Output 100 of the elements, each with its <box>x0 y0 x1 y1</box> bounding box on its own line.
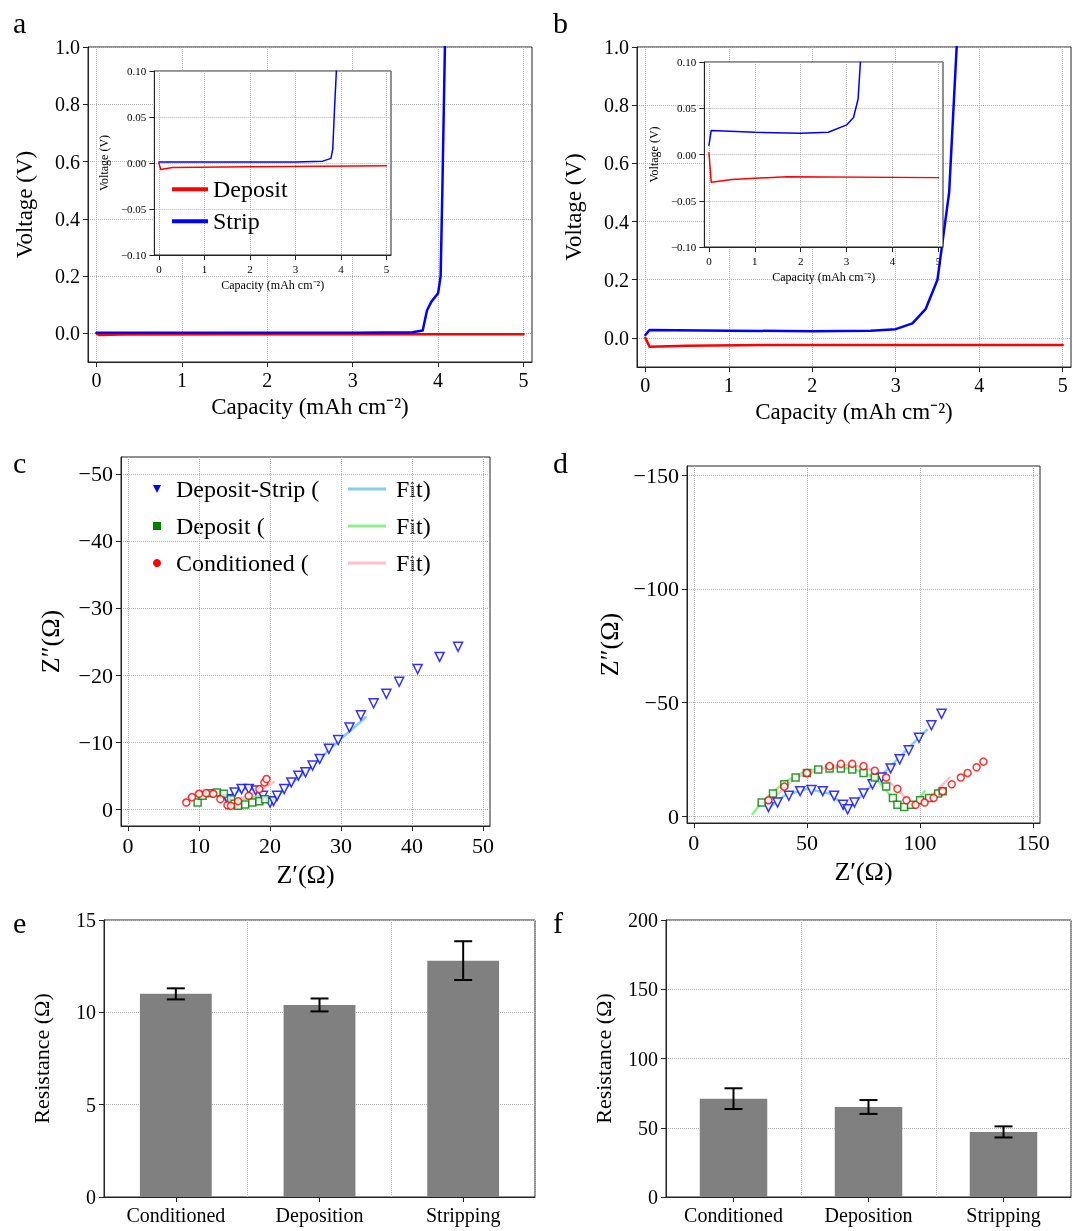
y-tick-label: 0.8 <box>55 93 80 116</box>
x-tick-label: 3 <box>890 374 901 396</box>
x-tick-label: Deposition <box>275 1204 364 1227</box>
y-tick-label: 0.8 <box>604 94 629 117</box>
x-tick-label: 2 <box>797 254 804 267</box>
y-tick-label: 0.0 <box>604 326 629 349</box>
x-tick-label: 5 <box>518 369 529 391</box>
chart-title: a <box>13 5 27 39</box>
x-axis-title: Capacity (mAh cm⁻²) <box>772 269 876 284</box>
x-axis-title: Capacity (mAh cm⁻²) <box>211 393 409 419</box>
y-tick-label: 50 <box>638 1116 658 1139</box>
y-tick-label: −40 <box>78 528 113 554</box>
y-tick-label: 0.05 <box>677 102 697 115</box>
x-axis-title: Capacity (mAh cm⁻²) <box>221 277 325 292</box>
x-tick-label: 100 <box>903 829 937 855</box>
x-tick-label: 1 <box>752 254 758 267</box>
y-axis-title: Resistance (Ω) <box>28 993 54 1124</box>
legend-label: Fit) <box>396 513 431 539</box>
y-tick-label: 0.10 <box>127 65 147 77</box>
x-tick-label: 4 <box>889 254 896 267</box>
legend-label: Strip <box>213 208 260 235</box>
legend-label: Deposit ( <box>176 513 265 539</box>
y-axis-title: Voltage (V) <box>561 153 586 261</box>
chart-title: d <box>553 445 568 479</box>
y-tick-label: 0.0 <box>55 322 80 345</box>
chart-title: e <box>13 905 27 939</box>
y-tick-label: 200 <box>628 909 658 931</box>
x-tick-label: 3 <box>292 262 299 275</box>
x-axis-title: Capacity (mAh cm⁻²) <box>755 398 953 424</box>
y-tick-label: 0.6 <box>604 152 629 175</box>
y-tick-label: −100 <box>633 576 679 602</box>
x-tick-label: 40 <box>400 832 423 858</box>
y-tick-label: 1.0 <box>55 36 80 58</box>
chart-title: c <box>13 445 27 479</box>
x-tick-label: 3 <box>347 369 358 391</box>
y-tick-label: 5 <box>86 1093 96 1116</box>
x-tick-label: 30 <box>329 832 352 858</box>
x-tick-label: 2 <box>247 262 253 275</box>
y-tick-label: −0.10 <box>670 241 697 253</box>
x-tick-label: Stripping <box>966 1204 1041 1227</box>
y-tick-label: 0.4 <box>55 207 80 230</box>
y-axis-title: Voltage (V) <box>12 150 37 259</box>
y-axis-title: Voltage (V) <box>647 126 661 183</box>
y-tick-label: 1.0 <box>604 36 629 58</box>
x-tick-label: 0 <box>706 254 713 267</box>
x-tick-label: 4 <box>433 369 444 391</box>
x-tick-label: 20 <box>259 832 282 858</box>
y-axis-title: Resistance (Ω) <box>590 993 616 1124</box>
x-tick-label: Conditioned <box>126 1204 226 1226</box>
y-tick-label: 0 <box>102 796 113 822</box>
x-tick-label: Deposition <box>824 1204 913 1227</box>
legend-label: Fit) <box>396 476 431 502</box>
x-tick-label: 1 <box>201 262 208 275</box>
y-tick-label: 0 <box>648 1186 658 1208</box>
x-tick-label: 5 <box>1057 374 1068 396</box>
x-axis-title: Z′(Ω) <box>276 859 335 889</box>
x-tick-label: Stripping <box>425 1204 501 1227</box>
y-tick-label: −0.05 <box>120 203 147 215</box>
y-tick-label: 150 <box>628 978 658 1001</box>
x-tick-label: 0 <box>156 262 163 275</box>
y-axis-title: Z″(Ω) <box>36 609 66 674</box>
y-axis-title: Z″(Ω) <box>595 612 625 677</box>
y-tick-label: −30 <box>78 595 113 621</box>
x-tick-label: 50 <box>795 829 818 855</box>
y-tick-label: −50 <box>78 461 113 487</box>
y-tick-label: −0.05 <box>670 194 697 207</box>
x-tick-label: Conditioned <box>684 1204 783 1226</box>
x-tick-label: 1 <box>723 374 734 396</box>
y-tick-label: 0 <box>86 1186 96 1208</box>
y-tick-label: 10 <box>76 1001 96 1024</box>
x-tick-label: 3 <box>843 254 850 267</box>
y-tick-label: 0.6 <box>55 150 80 173</box>
x-tick-label: 4 <box>338 262 345 275</box>
y-tick-label: 0.2 <box>604 268 629 291</box>
x-tick-label: 5 <box>935 254 942 267</box>
x-tick-label: 2 <box>807 374 818 396</box>
y-tick-label: −0.10 <box>120 249 147 261</box>
y-axis-title: Voltage (V) <box>97 134 111 192</box>
chart-title: b <box>553 5 568 39</box>
y-tick-label: −10 <box>78 729 113 755</box>
y-tick-label: 0.2 <box>55 265 80 288</box>
x-tick-label: 150 <box>1016 829 1050 855</box>
legend-label: Deposit <box>213 176 288 203</box>
x-tick-label: 2 <box>262 369 273 391</box>
x-tick-label: 50 <box>471 832 494 858</box>
x-tick-label: 5 <box>383 262 390 275</box>
legend-label: Fit) <box>396 550 431 576</box>
legend-label: Conditioned ( <box>176 550 309 576</box>
y-tick-label: 0.05 <box>127 111 147 123</box>
x-tick-label: 1 <box>176 369 187 391</box>
y-tick-label: −20 <box>78 662 113 688</box>
x-tick-label: 10 <box>188 832 211 858</box>
y-tick-label: 0.00 <box>127 157 147 169</box>
y-tick-label: 0.10 <box>677 56 697 68</box>
y-tick-label: 0.00 <box>677 148 697 161</box>
chart-title: f <box>553 905 563 939</box>
y-tick-label: 100 <box>628 1047 658 1070</box>
x-tick-label: 4 <box>974 374 985 396</box>
y-tick-label: 0 <box>668 803 679 829</box>
y-tick-label: 15 <box>76 909 96 931</box>
